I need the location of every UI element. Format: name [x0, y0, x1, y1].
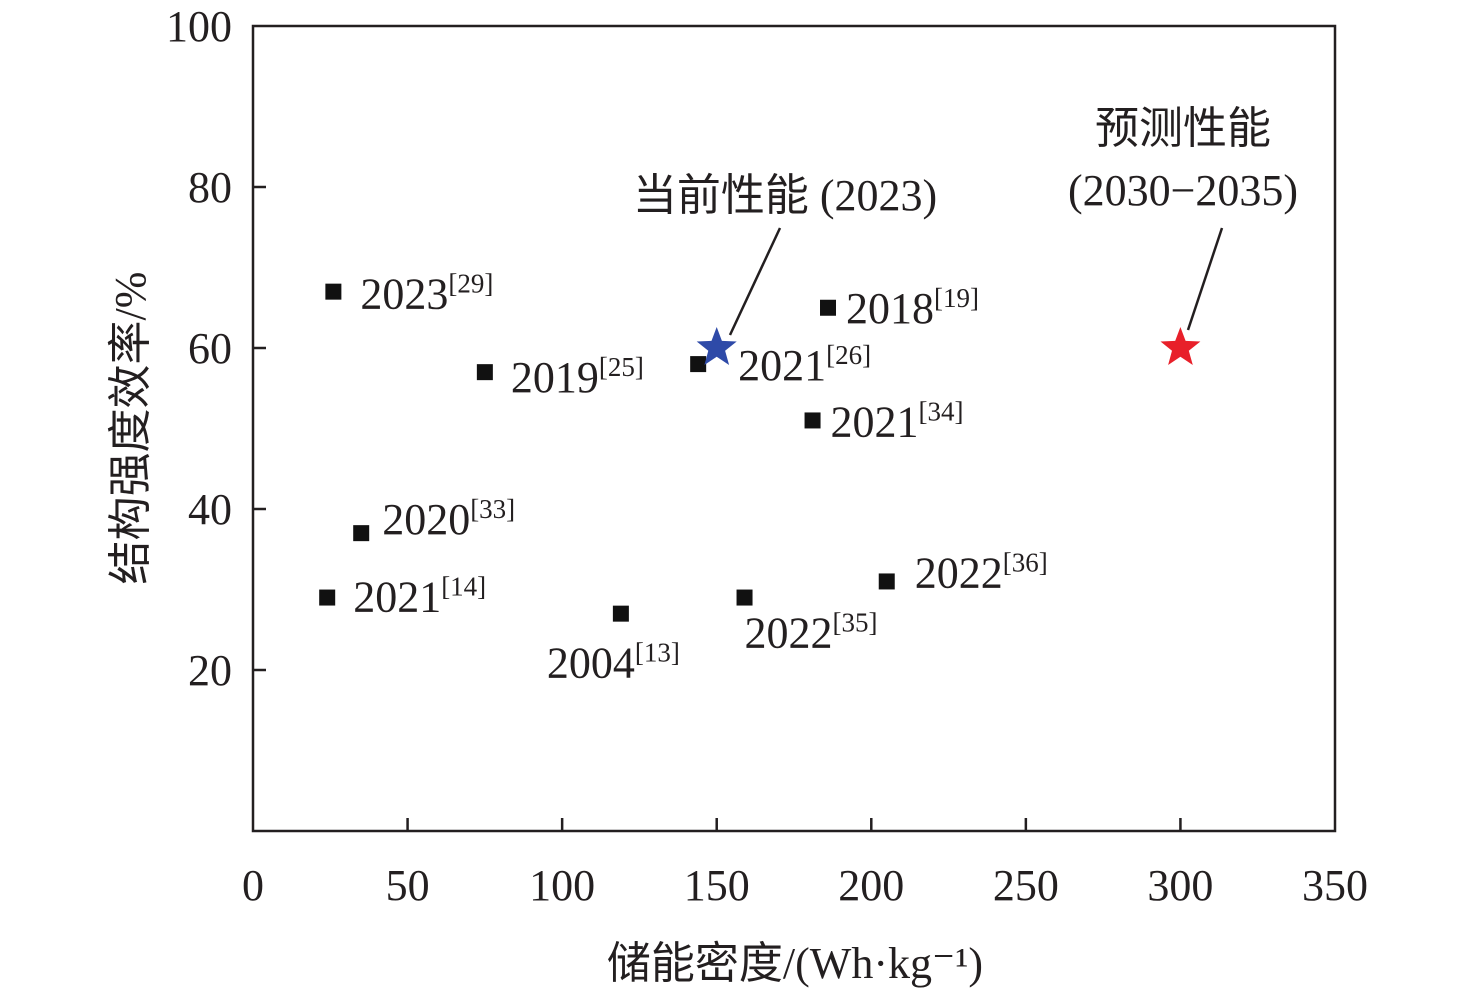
- x-tick-label: 100: [529, 861, 595, 910]
- data-point-marker: [690, 356, 707, 373]
- current-performance-star: [696, 327, 737, 365]
- x-tick-label: 200: [838, 861, 904, 910]
- forecast-period-label: (2030−2035): [1068, 166, 1298, 215]
- point-reference: [36]: [1003, 547, 1048, 577]
- y-tick-label: 80: [188, 163, 232, 212]
- data-point-label: 2022[36]: [915, 547, 1048, 597]
- data-point-label: 2019[25]: [511, 352, 644, 402]
- plot-frame: [251, 24, 1337, 833]
- y-tick-label: 100: [166, 2, 232, 51]
- data-point-label: 2021[34]: [831, 396, 964, 446]
- current-annotation-line: [728, 227, 782, 336]
- data-point-label: 2021[14]: [353, 572, 486, 622]
- point-reference: [35]: [833, 608, 878, 638]
- data-point-marker: [736, 589, 753, 606]
- data-point-marker: [319, 589, 336, 606]
- data-point-marker: [325, 283, 342, 300]
- y-tick-label: 60: [188, 324, 232, 373]
- data-point-label: 2018[19]: [846, 283, 979, 333]
- point-year: 2021: [831, 397, 919, 446]
- data-point-label: 2022[35]: [745, 608, 878, 658]
- point-reference: [25]: [599, 352, 644, 382]
- data-point-label: 2020[33]: [382, 494, 515, 544]
- point-year: 2021: [738, 341, 826, 390]
- point-reference: [26]: [826, 340, 871, 370]
- point-year: 2023: [360, 270, 448, 319]
- data-point-label: 2004[13]: [547, 638, 680, 688]
- point-reference: [33]: [470, 494, 515, 524]
- y-tick-label: 40: [188, 485, 232, 534]
- point-year: 2019: [511, 353, 599, 402]
- data-point-marker: [804, 412, 821, 429]
- data-point-marker: [353, 525, 370, 542]
- x-tick-label: 0: [242, 861, 264, 910]
- current-performance-label: 当前性能 (2023): [633, 171, 937, 220]
- point-year: 2022: [745, 609, 833, 658]
- forecast-annotation-line: [1186, 227, 1224, 331]
- data-point-label: 2021[26]: [738, 340, 871, 390]
- x-tick-label: 50: [386, 861, 430, 910]
- point-year: 2004: [547, 639, 635, 688]
- point-year: 2021: [353, 573, 441, 622]
- x-tick-label: 150: [684, 861, 750, 910]
- y-axis-title: 结构强度效率/%: [106, 272, 155, 585]
- data-point-marker: [820, 299, 837, 316]
- forecast-performance-label: 预测性能: [1095, 104, 1271, 153]
- data-point-marker: [612, 605, 629, 622]
- x-axis-title: 储能密度/(Wh·kg⁻¹): [607, 939, 983, 988]
- point-year: 2020: [382, 495, 470, 544]
- point-reference: [34]: [919, 396, 964, 426]
- data-point-marker: [878, 573, 895, 590]
- point-year: 2022: [915, 548, 1003, 597]
- y-tick-label: 20: [188, 646, 232, 695]
- point-reference: [19]: [934, 283, 979, 313]
- data-point-label: 2023[29]: [360, 269, 493, 319]
- data-point-marker: [476, 364, 493, 381]
- point-year: 2018: [846, 284, 934, 333]
- x-tick-label: 300: [1147, 861, 1213, 910]
- point-reference: [13]: [635, 638, 680, 668]
- point-reference: [14]: [441, 572, 486, 602]
- forecast-performance-star: [1160, 327, 1201, 365]
- point-reference: [29]: [448, 269, 493, 299]
- x-tick-label: 350: [1302, 861, 1368, 910]
- x-tick-label: 250: [993, 861, 1059, 910]
